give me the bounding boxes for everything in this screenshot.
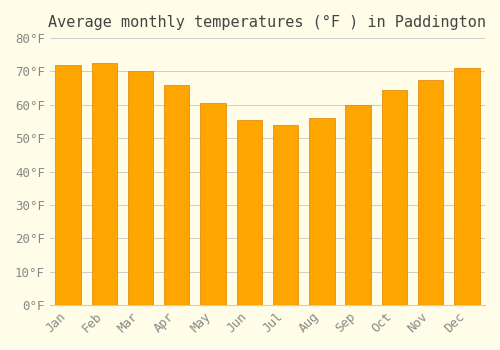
- Bar: [346, 105, 371, 305]
- Bar: [56, 65, 80, 305]
- Bar: [309, 118, 334, 305]
- Bar: [454, 68, 479, 305]
- Bar: [273, 125, 298, 305]
- Bar: [236, 120, 262, 305]
- Bar: [128, 71, 153, 305]
- Bar: [382, 90, 407, 305]
- Bar: [418, 80, 444, 305]
- Bar: [92, 63, 117, 305]
- Bar: [164, 85, 190, 305]
- Bar: [200, 103, 226, 305]
- Title: Average monthly temperatures (°F ) in Paddington: Average monthly temperatures (°F ) in Pa…: [48, 15, 486, 30]
